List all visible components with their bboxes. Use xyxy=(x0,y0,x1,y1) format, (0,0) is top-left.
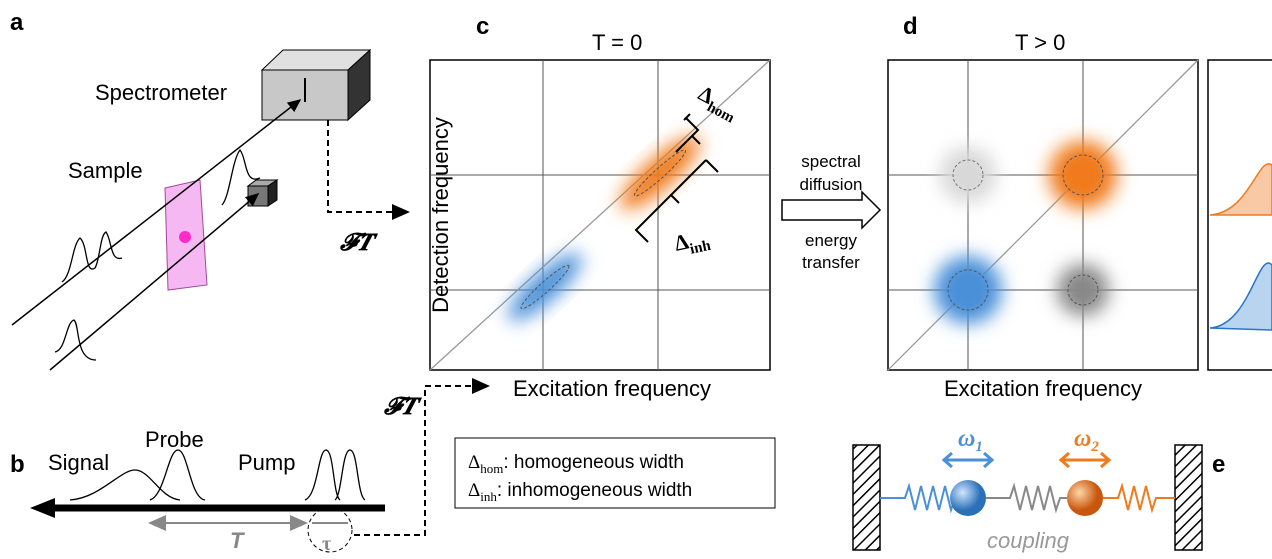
panel-label: a xyxy=(10,9,24,36)
spring xyxy=(880,482,957,514)
legend-entry: Δinh: inhomogeneous width xyxy=(468,480,692,504)
subscript: 1 xyxy=(975,439,983,455)
pulse xyxy=(61,231,123,283)
plot-c xyxy=(429,59,771,371)
beam xyxy=(11,99,302,326)
panel-label: d xyxy=(903,13,918,40)
omega-2: ω2 xyxy=(1074,426,1099,455)
pump-label: Pump xyxy=(238,450,295,475)
symbol: Δ xyxy=(468,452,480,473)
probe-label: Probe xyxy=(145,427,204,452)
omega-1: ω1 xyxy=(958,426,983,455)
wall xyxy=(852,444,881,551)
delta-inh: Δinh xyxy=(672,224,713,261)
spectrometer xyxy=(260,48,372,122)
transition-text: energy xyxy=(805,231,857,250)
legend-entry: Δhom: homogeneous width xyxy=(468,452,684,476)
panel-label: b xyxy=(10,451,25,478)
panel-label: c xyxy=(476,13,489,40)
mass xyxy=(950,480,986,516)
pulse xyxy=(54,319,97,361)
transition-text: spectral xyxy=(801,152,861,171)
pulse xyxy=(221,148,261,206)
mass xyxy=(1067,480,1103,516)
fourier-transform: 𝓕𝑻 xyxy=(383,394,423,420)
symbol: Δ xyxy=(672,228,691,255)
wall xyxy=(1174,444,1203,551)
subscript: hom xyxy=(480,461,503,476)
panel-label: e xyxy=(1212,451,1225,478)
detector-block xyxy=(247,185,269,207)
text: : homogeneous width xyxy=(503,452,684,473)
sample-label: Sample xyxy=(68,158,143,183)
y-axis-label: Detection frequency xyxy=(428,117,453,313)
subscript: inh xyxy=(480,489,497,504)
legend xyxy=(454,437,776,509)
symbol: ω xyxy=(1074,426,1091,452)
text: : inhomogeneous width xyxy=(497,480,692,501)
spring xyxy=(986,482,1067,514)
symbol: ω xyxy=(958,426,975,452)
x-axis-label: Excitation frequency xyxy=(944,376,1142,401)
transition-arrow xyxy=(781,190,882,230)
fourier-transform: 𝓕𝑻 xyxy=(339,230,379,256)
spectrometer-label: Spectrometer xyxy=(95,80,227,105)
symbol: Δ xyxy=(468,480,480,501)
focus xyxy=(179,231,191,243)
spring xyxy=(1103,482,1175,514)
coherence-time: τ xyxy=(322,533,331,554)
transition-text: diffusion xyxy=(799,175,862,194)
plot-title: T = 0 xyxy=(592,30,642,55)
waiting-time: T xyxy=(230,528,245,553)
x-axis-label: Excitation frequency xyxy=(513,376,711,401)
transition-text: transfer xyxy=(802,253,860,272)
coupling-label: coupling xyxy=(987,528,1070,553)
plot-title: T > 0 xyxy=(1015,30,1065,55)
signal-label: Signal xyxy=(48,450,109,475)
subscript: 2 xyxy=(1090,439,1099,455)
beam xyxy=(49,193,260,371)
plot-d xyxy=(887,59,1272,371)
subscript: inh xyxy=(689,238,713,258)
dashed-arrow xyxy=(327,120,410,220)
